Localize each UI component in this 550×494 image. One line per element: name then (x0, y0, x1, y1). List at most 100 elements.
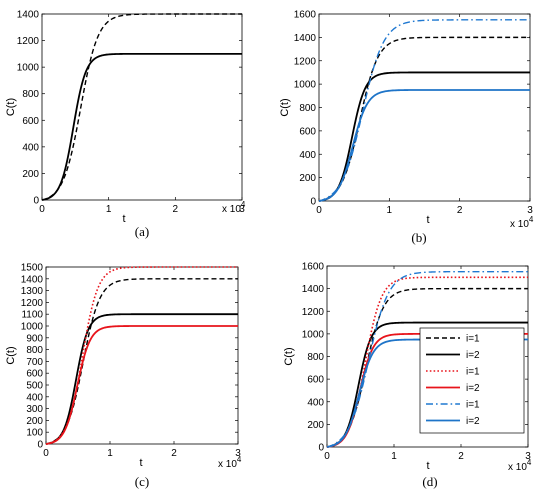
legend-entry: i=2 (466, 416, 480, 427)
legend-entry: i=2 (466, 350, 480, 361)
x-tick-label: 2 (458, 451, 464, 462)
y-tick-label: 100 (26, 428, 43, 439)
y-tick-label: 400 (22, 142, 39, 153)
y-tick-label: 1000 (17, 63, 40, 74)
axes-box (41, 13, 243, 201)
y-tick-label: 1000 (21, 322, 44, 333)
legend: i=1 i=2 i=1 i=2 i=1 i=2 (419, 327, 525, 434)
y-axis-label: C(t) (5, 98, 17, 116)
y-tick-label: 600 (299, 126, 316, 137)
legend-entry: i=1 (466, 334, 480, 345)
y-tick-label: 500 (26, 381, 43, 392)
x-tick-label: 1 (387, 205, 393, 216)
y-tick-label: 800 (307, 352, 324, 363)
series-line-2 (318, 71, 530, 202)
y-tick-label: 1600 (302, 262, 325, 273)
y-axis-label: C(t) (279, 98, 291, 116)
y-tick-label: 0 (318, 443, 324, 454)
y-tick-label: 1100 (21, 310, 43, 321)
panel-d: 0 200 400 600 800 1000 1200 1400 1600 0 1 2 3x 104 t C… (283, 262, 532, 490)
y-tick-label: 400 (299, 150, 316, 161)
y-tick-label: 1400 (294, 33, 317, 44)
x-tick-label: 0 (39, 204, 45, 215)
y-tick-label: 1400 (17, 10, 40, 21)
series-line-2 (41, 52, 242, 201)
x-axis-label: t (122, 213, 125, 225)
x-axis-label: t (426, 214, 429, 226)
x-tick-label: 3 (235, 448, 241, 459)
series-line-2 (45, 313, 238, 445)
y-tick-label: 0 (310, 197, 316, 208)
y-tick-label: 200 (299, 173, 316, 184)
y-tick-label: 800 (26, 345, 43, 356)
x-tick-label: 1 (391, 451, 397, 462)
legend-entry: i=1 (466, 400, 480, 411)
x-multiplier-label: x 104 (218, 455, 242, 470)
x-tick-label: 2 (173, 204, 179, 215)
x-multiplier-label: x 104 (508, 458, 532, 473)
series-line-4 (45, 325, 238, 445)
y-tick-label: 600 (22, 116, 39, 127)
y-axis-label: C(t) (283, 347, 295, 365)
y-axis-label: C(t) (5, 346, 17, 364)
y-tick-label: 1000 (302, 329, 325, 340)
y-tick-label: 1200 (17, 36, 40, 47)
y-tick-label: 0 (33, 196, 39, 207)
x-tick-label: 0 (324, 451, 330, 462)
legend-entry: i=1 (466, 367, 480, 378)
x-tick-label: 1 (107, 448, 113, 459)
x-axis-label: t (139, 457, 142, 469)
x-tick-label: 3 (527, 205, 533, 216)
y-tick-label: 200 (26, 416, 43, 427)
panel-b: 0 200 400 600 800 1000 1200 1400 1600 0 1 2 3x 104 t C… (279, 10, 534, 246)
y-tick-label: 1400 (302, 284, 325, 295)
axes-box (318, 13, 531, 202)
y-tick-label: 600 (26, 369, 43, 380)
series-line-1 (45, 278, 238, 445)
panel-label: (d) (422, 474, 437, 489)
y-tick-label: 900 (26, 333, 43, 344)
y-tick-label: 1200 (294, 56, 317, 67)
x-tick-label: 1 (106, 204, 112, 215)
y-tick-label: 600 (307, 375, 324, 386)
panel-c: 0100200300400500600700800900100011001200… (5, 263, 242, 490)
y-tick-label: 1500 (21, 263, 44, 274)
y-tick-label: 1300 (21, 286, 44, 297)
x-axis-label: t (426, 460, 429, 472)
x-multiplier-label: x 104 (222, 200, 246, 215)
y-tick-label: 200 (307, 420, 324, 431)
x-tick-label: 2 (457, 205, 463, 216)
y-tick-label: 1200 (302, 307, 325, 318)
y-tick-label: 1600 (294, 10, 317, 21)
x-tick-label: 2 (171, 448, 177, 459)
axes-box (45, 266, 239, 445)
y-tick-label: 200 (22, 169, 39, 180)
x-multiplier-label: x 104 (510, 215, 534, 230)
y-tick-label: 700 (26, 357, 43, 368)
series-line-4 (318, 89, 530, 202)
x-tick-label: 0 (316, 205, 322, 216)
y-tick-label: 300 (26, 404, 43, 415)
legend-box (419, 327, 525, 434)
series-line-5 (326, 270, 528, 448)
panel-label: (b) (411, 230, 426, 245)
x-tick-label: 0 (43, 448, 49, 459)
series-line-1 (326, 287, 528, 448)
y-tick-label: 400 (26, 392, 43, 403)
series-line-1 (41, 13, 242, 201)
series-line-2 (326, 321, 528, 448)
x-tick-label: 3 (239, 204, 245, 215)
y-tick-label: 1200 (21, 298, 44, 309)
y-tick-label: 400 (307, 397, 324, 408)
y-tick-label: 0 (37, 440, 43, 451)
x-tick-label: 3 (525, 451, 531, 462)
y-tick-label: 1400 (21, 274, 44, 285)
panel-a: 0 200 400 600 800 1000 1200 1400 0 1 2 3x 104 t C(t) (… (5, 10, 246, 240)
y-tick-label: 800 (299, 103, 316, 114)
panel-label: (c) (135, 474, 149, 489)
y-tick-label: 1000 (294, 80, 317, 91)
series-line-3 (318, 19, 530, 202)
legend-entry: i=2 (466, 383, 480, 394)
y-tick-label: 800 (22, 89, 39, 100)
